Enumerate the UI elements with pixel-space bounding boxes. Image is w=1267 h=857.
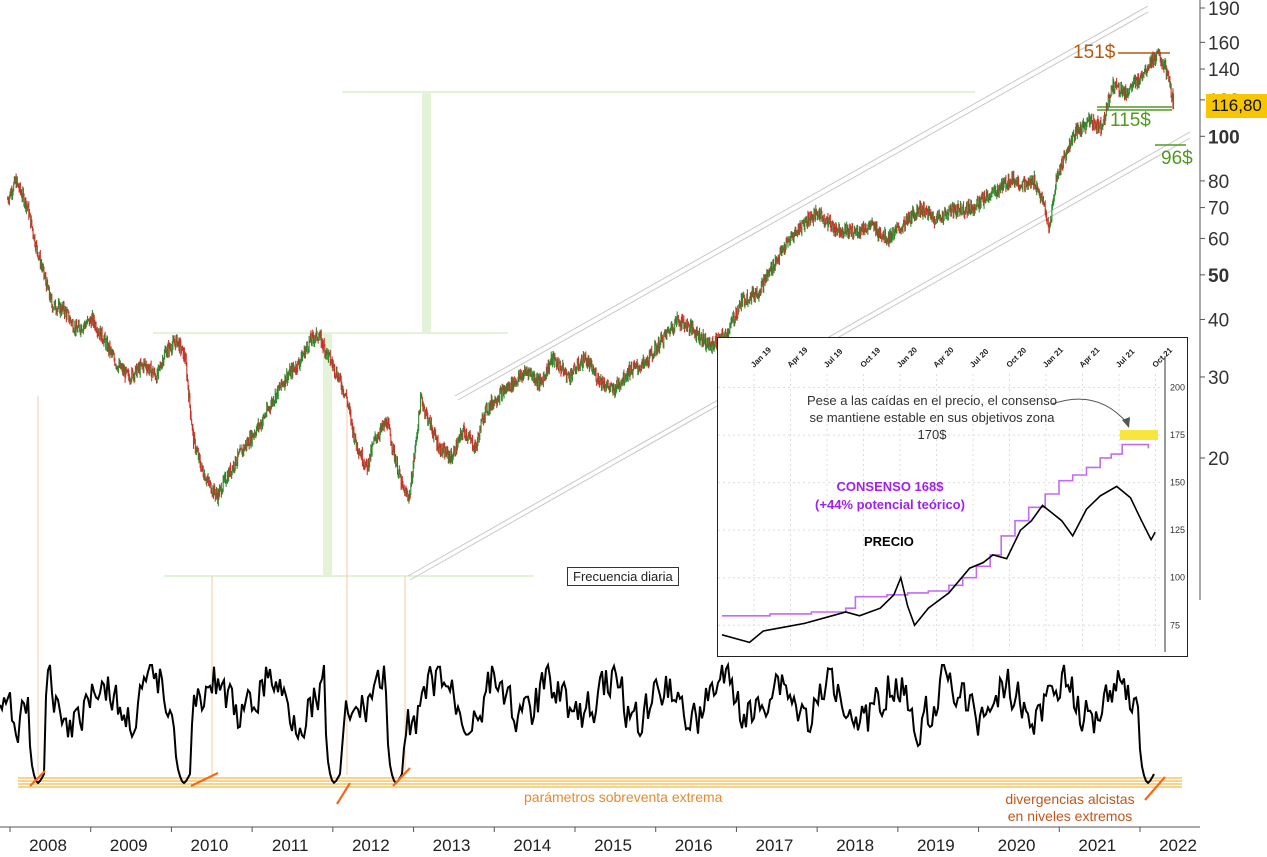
divergence-label: divergencias alcistas en niveles extremo… <box>1005 791 1135 824</box>
inset-x-label: Oct 19 <box>859 345 883 369</box>
inset-x-label: Oct 20 <box>1005 345 1029 369</box>
inset-x-label: Jul 21 <box>1114 347 1137 370</box>
x-tick-label: 2012 <box>352 836 390 855</box>
y-tick-label: 50 <box>1208 266 1229 287</box>
divergence-mark <box>190 772 219 787</box>
inset-x-label: Oct 21 <box>1151 345 1175 369</box>
divergence-mark <box>29 770 46 787</box>
projection-bar <box>422 92 431 333</box>
support-96-label: 96$ <box>1161 148 1193 169</box>
target-151-label: 151$ <box>1073 42 1116 63</box>
x-tick-label: 2018 <box>836 836 874 855</box>
y-tick-label: 40 <box>1208 310 1229 331</box>
inset-x-label: Jul 19 <box>822 347 845 370</box>
note-arrow <box>1051 398 1129 425</box>
last-price-badge: 116,80 <box>1206 94 1267 118</box>
y-tick-label: 70 <box>1208 199 1229 220</box>
support-115-label: 115$ <box>1110 110 1151 131</box>
divergence-mark <box>336 782 351 805</box>
y-tick-label: 80 <box>1208 172 1229 193</box>
y-tick-label: 60 <box>1208 229 1229 250</box>
channel-upper-1 <box>454 5 1149 397</box>
frequency-label: Frecuencia diaria <box>567 567 679 586</box>
oscillator-panel <box>0 661 1182 805</box>
note-arrowhead <box>1122 417 1130 428</box>
inset-note: Pese a las caídas en el precio, el conse… <box>806 393 1058 442</box>
inset-canvas: 75 100 125 150 175 200 Jan 19 Apr 19 Jul 19 Oct 1… <box>718 345 1185 652</box>
divergence-mark <box>1144 776 1166 801</box>
consensus-highlight <box>1120 430 1158 440</box>
oversold-label: parámetros sobreventa extrema <box>524 789 723 805</box>
price-line <box>721 485 1156 644</box>
inset-y-label: 75 <box>1170 620 1180 630</box>
x-tick-label: 2013 <box>433 836 471 855</box>
background-layer <box>37 5 1191 775</box>
consensus-label: CONSENSO 168$ (+44% potencial teórico) <box>790 478 990 514</box>
inset-y-label: 150 <box>1170 478 1185 488</box>
inset-x-label: Jan 19 <box>749 345 773 369</box>
price-series <box>7 48 1175 507</box>
x-tick-label: 2010 <box>191 836 229 855</box>
consensus-inset-chart: 75 100 125 150 175 200 Jan 19 Apr 19 Jul 19 Oct 1… <box>717 337 1188 657</box>
divergence-mark <box>392 767 411 787</box>
inset-x-label: Jan 20 <box>895 345 919 369</box>
range-bar <box>323 333 332 576</box>
consensus-title: CONSENSO 168$ <box>836 479 944 494</box>
x-tick-label: 2014 <box>513 836 551 855</box>
inset-x-label: Apr 20 <box>932 345 956 369</box>
x-axis: 2008 2009 2010 2011 2012 2013 2014 2015 2016 2017… <box>0 826 1200 855</box>
inset-x-label: Jan 21 <box>1041 345 1065 369</box>
channel-upper-2 <box>457 11 1149 401</box>
x-tick-label: 2022 <box>1159 836 1197 855</box>
x-tick-label: 2017 <box>756 836 794 855</box>
y-tick-label: 20 <box>1208 449 1229 470</box>
x-tick-label: 2020 <box>998 836 1036 855</box>
inset-x-label: Apr 19 <box>786 345 810 369</box>
x-tick-label: 2021 <box>1078 836 1116 855</box>
x-tick-label: 2008 <box>29 836 67 855</box>
y-tick-label: 160 <box>1208 33 1240 54</box>
y-tick-label: 30 <box>1208 368 1229 389</box>
x-tick-label: 2019 <box>917 836 955 855</box>
x-tick-label: 2009 <box>110 836 148 855</box>
y-axis: 20304050607080100120140160190 <box>1199 0 1240 600</box>
x-tick-label: 2015 <box>594 836 632 855</box>
oscillator-line <box>0 661 1155 785</box>
x-tick-label: 2011 <box>272 836 309 855</box>
consensus-subtitle: (+44% potencial teórico) <box>815 497 965 512</box>
inset-x-label: Jul 20 <box>968 347 991 370</box>
y-tick-label: 140 <box>1208 60 1240 81</box>
inset-y-label: 100 <box>1170 573 1185 583</box>
inset-y-label: 175 <box>1170 430 1185 440</box>
price-label: PRECIO <box>864 534 914 549</box>
y-tick-label: 190 <box>1208 0 1240 20</box>
inset-x-label: Apr 21 <box>1078 345 1102 369</box>
inset-y-label: 200 <box>1170 383 1185 393</box>
y-tick-label: 100 <box>1208 127 1240 148</box>
inset-y-label: 125 <box>1170 525 1185 535</box>
x-tick-label: 2016 <box>675 836 713 855</box>
